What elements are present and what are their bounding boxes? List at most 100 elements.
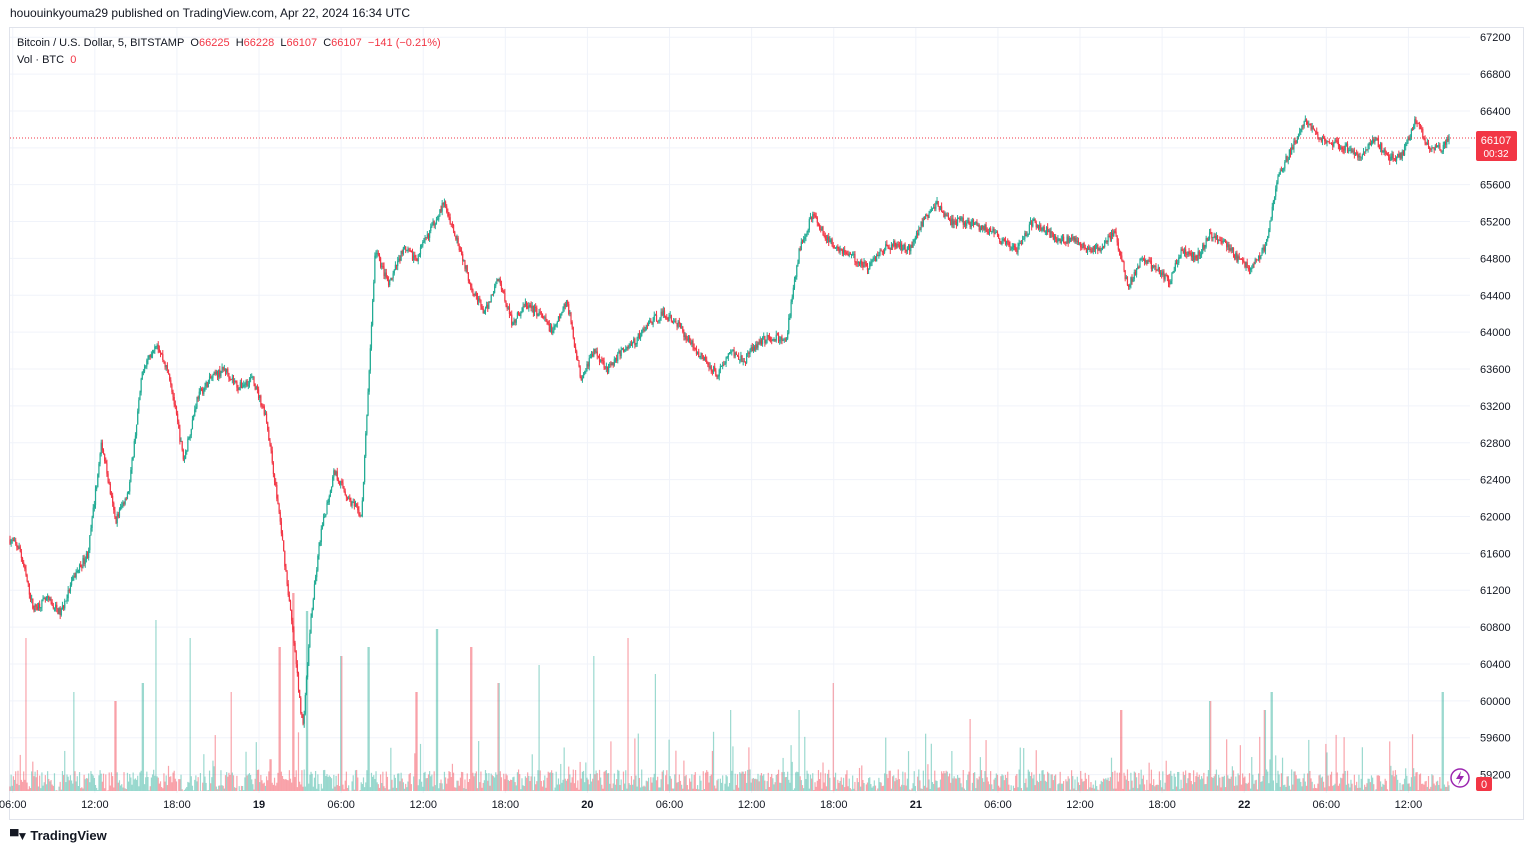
candle-body — [919, 229, 921, 231]
candle-body — [1192, 252, 1195, 261]
volume-bar — [898, 779, 901, 791]
volume-bar — [975, 788, 977, 791]
volume-bar — [679, 780, 682, 791]
volume-bar — [748, 747, 750, 791]
tradingview-logo[interactable]: ▀▼ TradingView — [10, 828, 107, 843]
candle-body — [1133, 272, 1135, 279]
volume-bar — [953, 776, 955, 791]
candle-body — [614, 358, 617, 360]
candle-body — [1099, 248, 1101, 251]
volume-bar — [213, 766, 215, 791]
volume-bar — [92, 775, 94, 791]
candle-body — [836, 246, 838, 249]
candle-body — [675, 320, 677, 324]
candle-body — [986, 229, 988, 233]
candle-body — [626, 346, 628, 349]
candle-body — [692, 340, 694, 348]
volume-bar — [235, 787, 237, 791]
volume-bar — [1344, 770, 1346, 791]
candle-body — [1267, 236, 1269, 240]
volume-bar — [790, 745, 792, 791]
volume-bar — [356, 769, 358, 791]
candle-body — [1185, 249, 1187, 254]
volume-bar — [782, 757, 784, 791]
volume-bar — [667, 784, 669, 791]
volume-bar — [1261, 781, 1263, 791]
candle-body — [1311, 126, 1313, 130]
candle-body — [1434, 145, 1436, 151]
volume-bar — [1297, 778, 1300, 791]
candle-body — [188, 438, 190, 440]
lightning-icon[interactable] — [1450, 768, 1470, 788]
candle-body — [1140, 258, 1142, 260]
volume-bar — [163, 773, 165, 791]
volume-bar — [207, 790, 210, 791]
volume-bar — [636, 786, 638, 791]
volume-bar — [1325, 743, 1327, 791]
low-label: L — [280, 37, 287, 49]
volume-bar — [423, 772, 425, 791]
volume-bar — [889, 770, 891, 791]
candle-body — [921, 222, 923, 227]
candle-body — [59, 607, 61, 615]
candle-body — [244, 383, 246, 385]
candle-body — [334, 470, 336, 475]
candle-body — [1313, 129, 1316, 131]
candle-body — [249, 377, 252, 380]
candle-body — [1066, 236, 1068, 244]
candle-body — [117, 514, 119, 517]
volume-bar — [340, 656, 342, 791]
volume-bar — [125, 789, 127, 791]
volume-bar — [596, 773, 598, 791]
volume-bar — [696, 785, 699, 791]
candle-body — [429, 230, 431, 238]
candle-body — [987, 232, 989, 234]
candle-body — [462, 253, 464, 262]
volume-bar — [515, 785, 517, 791]
candle-body — [1123, 262, 1125, 271]
volume-bar — [441, 783, 443, 791]
candle-body — [727, 353, 729, 357]
volume-bar — [1055, 774, 1057, 791]
volume-bar — [1100, 780, 1102, 791]
volume-bar — [1104, 779, 1106, 791]
volume-bar — [132, 772, 134, 791]
candle-body — [284, 551, 286, 567]
volume-bar — [1263, 710, 1265, 791]
candle-body — [257, 389, 260, 399]
candle-body — [783, 339, 785, 341]
volume-bar — [822, 762, 824, 791]
candle-body — [1074, 238, 1076, 241]
candle-body — [717, 376, 719, 378]
candle-body — [702, 355, 704, 361]
volume-legend-row[interactable]: Vol · BTC 0 — [17, 52, 441, 69]
volume-bar — [831, 790, 833, 791]
candle-body — [1084, 247, 1086, 249]
candle-body — [451, 223, 454, 226]
volume-bar — [353, 789, 355, 791]
candle-body — [175, 406, 178, 414]
candle-body — [481, 306, 483, 309]
price-tick-label: 66800 — [1480, 69, 1511, 81]
candle-body — [855, 262, 857, 263]
candle-body — [1406, 142, 1408, 144]
candle-body — [621, 348, 623, 350]
candle-body — [638, 333, 641, 339]
candle-body — [19, 546, 21, 552]
volume-bar — [124, 788, 126, 791]
candle-body — [1222, 240, 1224, 243]
volume-bar — [513, 776, 515, 791]
candle-body — [1040, 225, 1042, 231]
volume-bar — [1401, 784, 1403, 791]
volume-bar — [1105, 778, 1107, 791]
candle-body — [480, 299, 482, 307]
candle-body — [1086, 247, 1089, 253]
symbol-title[interactable]: Bitcoin / U.S. Dollar, 5, BITSTAMP — [17, 37, 185, 49]
ohlc-legend-row[interactable]: Bitcoin / U.S. Dollar, 5, BITSTAMP O6622… — [17, 35, 441, 52]
candle-body — [523, 306, 525, 307]
volume-bar — [858, 767, 861, 791]
candle-body — [1387, 154, 1390, 158]
volume-bar — [400, 772, 402, 791]
volume-bar — [1177, 771, 1179, 791]
